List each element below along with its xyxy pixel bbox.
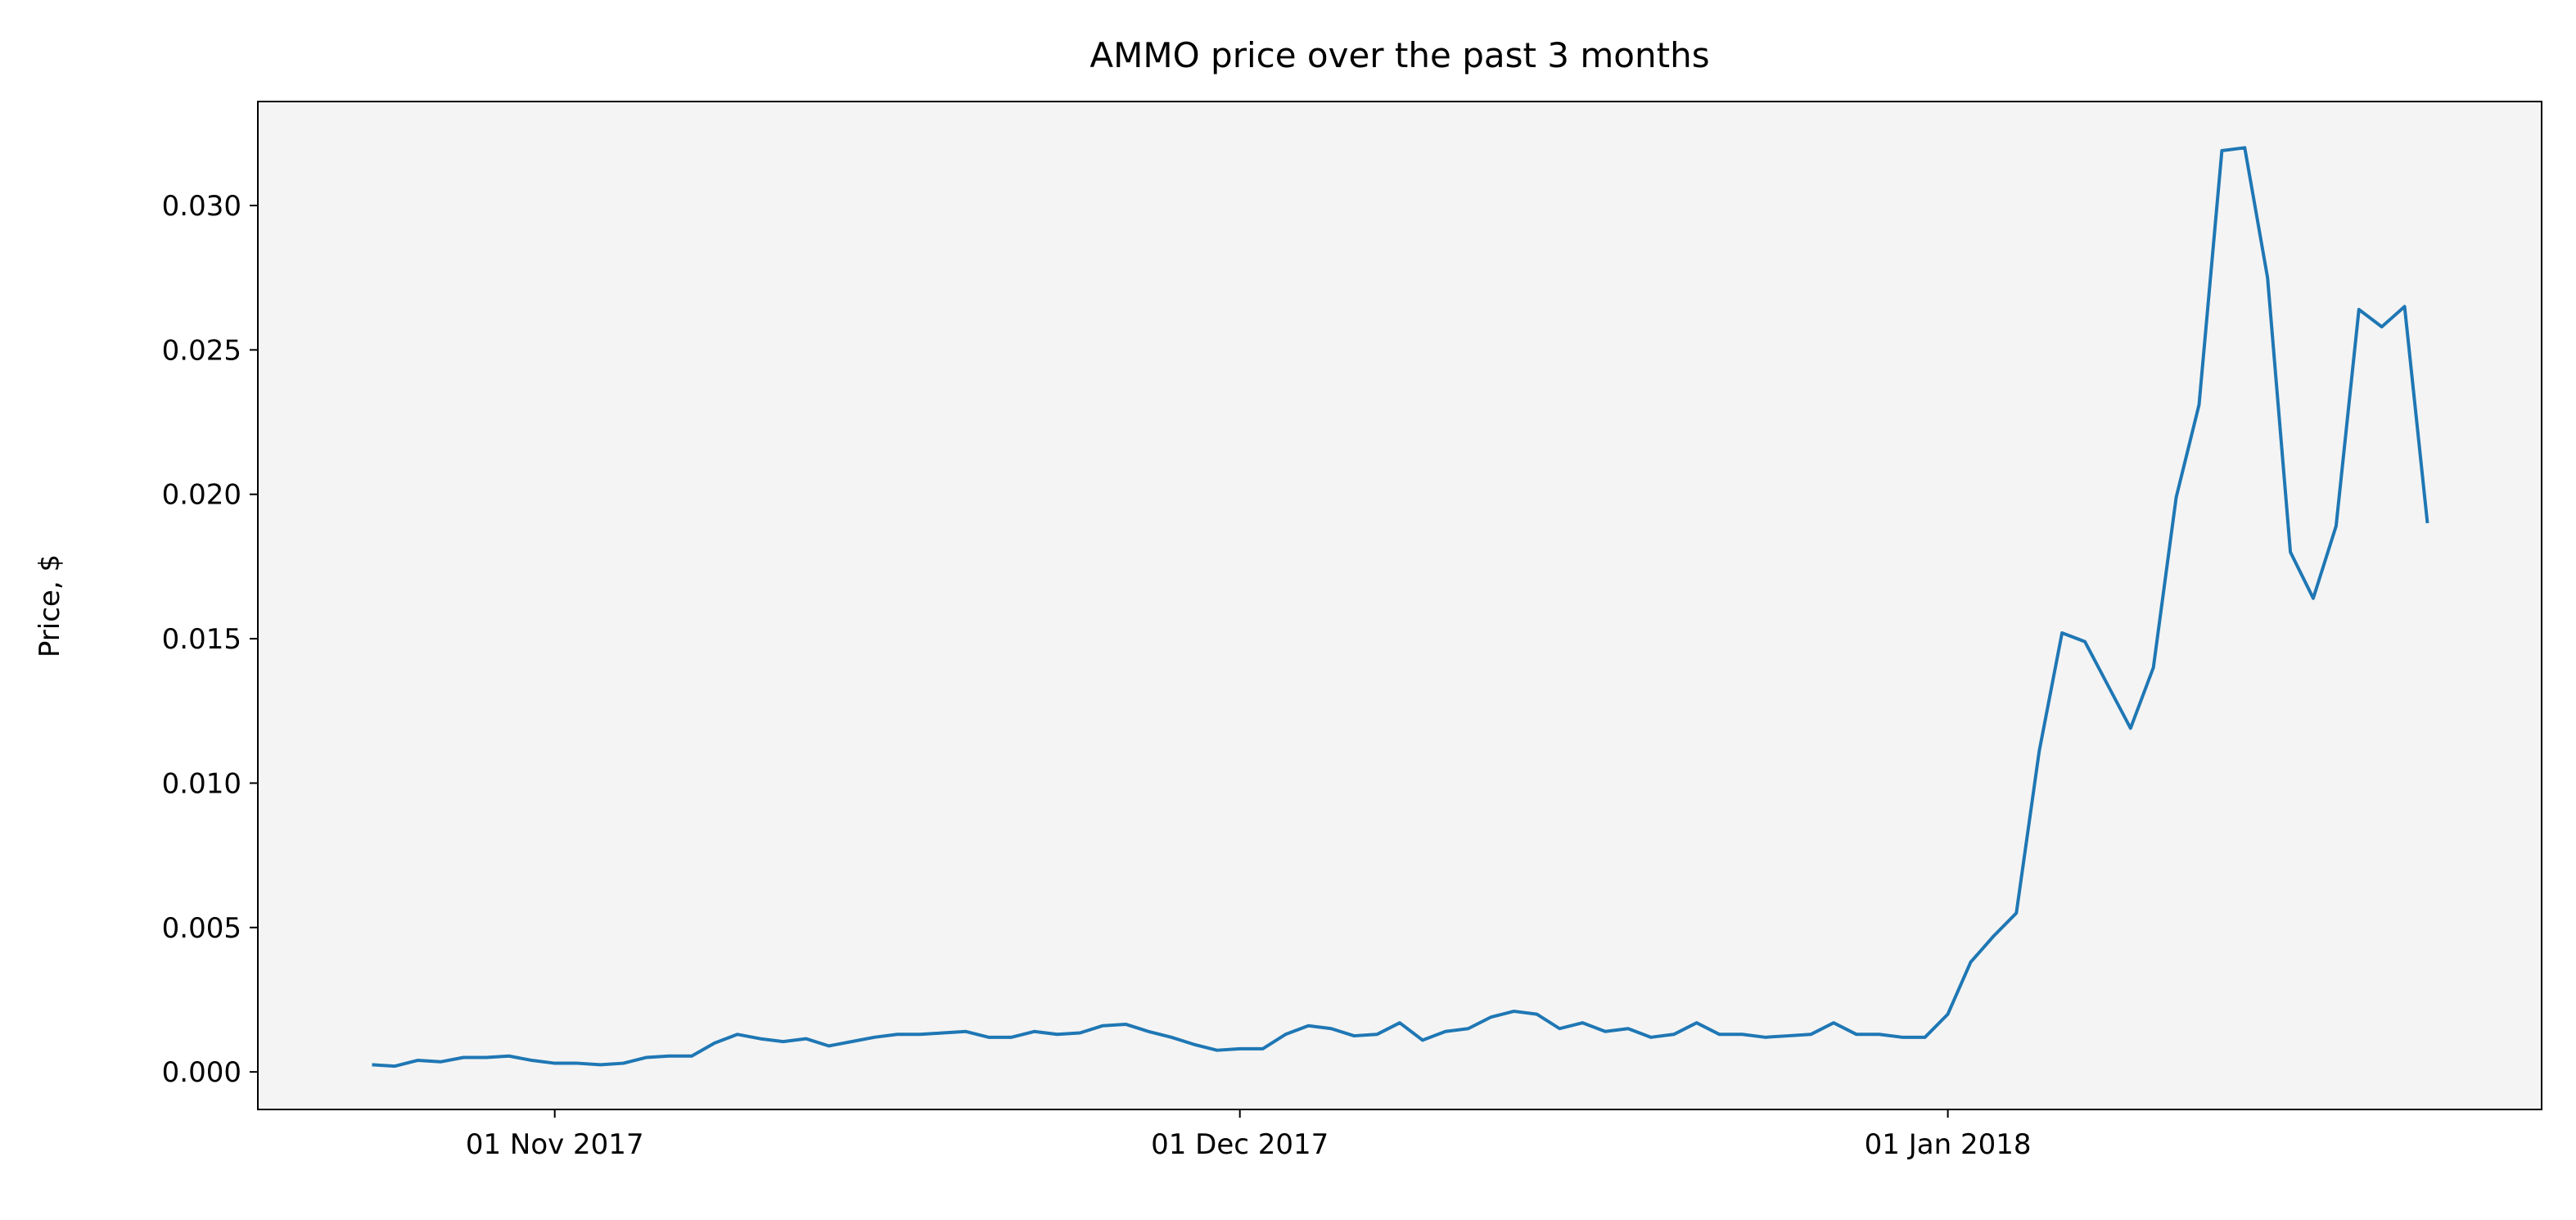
y-tick-label: 0.005 (162, 912, 241, 945)
y-tick-label: 0.015 (162, 623, 241, 656)
y-tick-label: 0.000 (162, 1056, 241, 1089)
y-axis-label: Price, $ (34, 554, 66, 657)
x-tick-label: 01 Dec 2017 (1151, 1128, 1329, 1161)
y-tick-label: 0.030 (162, 190, 241, 223)
x-tick-label: 01 Nov 2017 (466, 1128, 644, 1161)
plot-background (258, 102, 2542, 1109)
y-tick-label: 0.010 (162, 767, 241, 800)
x-tick-label: 01 Jan 2018 (1865, 1128, 2032, 1161)
y-tick-label: 0.025 (162, 334, 241, 367)
price-line (372, 146, 2429, 1069)
y-tick-label: 0.020 (162, 479, 241, 512)
chart-title: AMMO price over the past 3 months (1089, 35, 1709, 75)
plot-frame (257, 101, 2542, 1110)
